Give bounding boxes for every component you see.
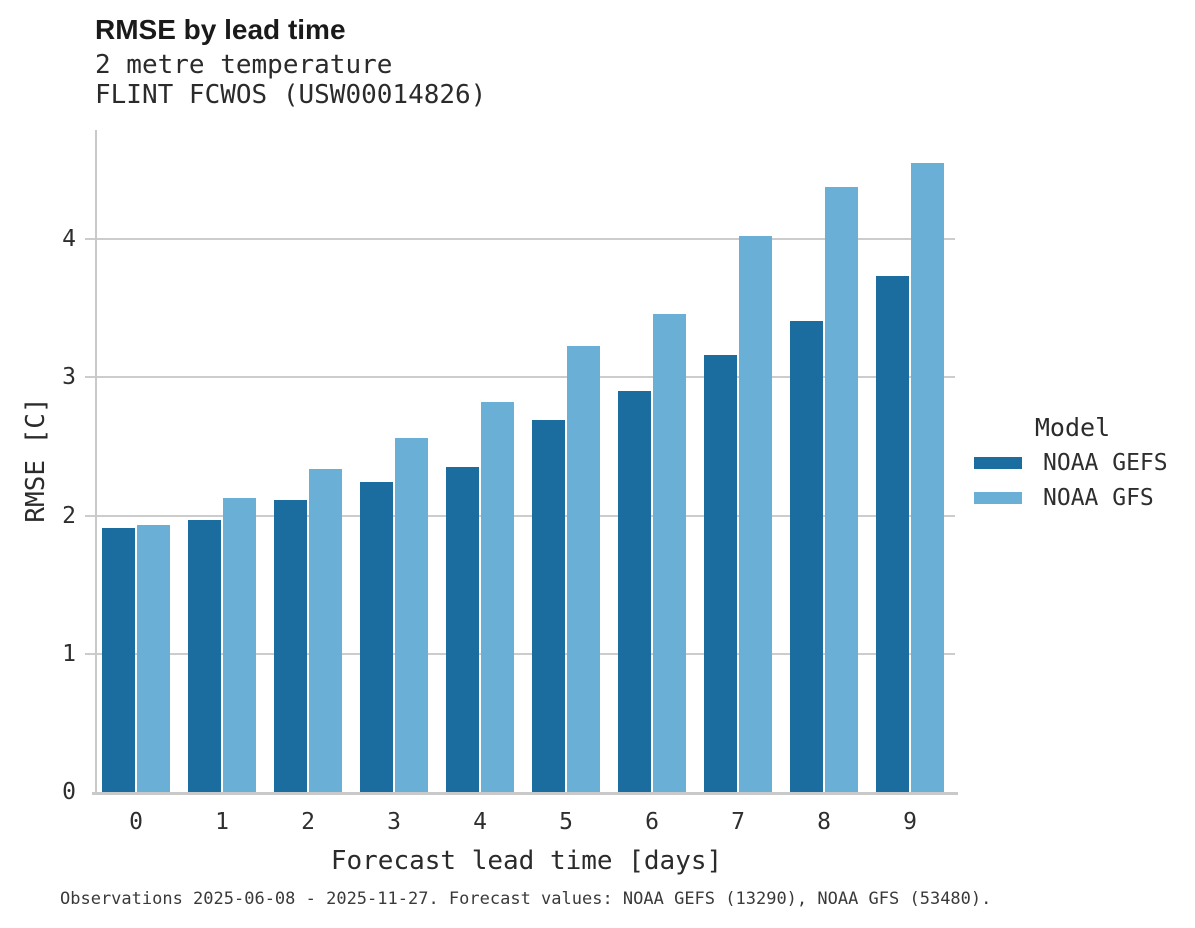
- bar-noaa-gfs-day-1: [223, 497, 256, 792]
- bar-noaa-gefs-day-1: [188, 519, 221, 792]
- x-tick-label-8: 8: [817, 809, 831, 835]
- y-tick-mark-2: [85, 514, 95, 517]
- bar-noaa-gfs-day-3: [395, 438, 428, 792]
- gridline-y-1: [95, 652, 955, 655]
- legend-title: Model: [1034, 413, 1111, 442]
- x-tick-label-2: 2: [301, 809, 315, 835]
- y-tick-label-4: 4: [62, 226, 76, 253]
- bar-noaa-gefs-day-6: [618, 391, 651, 792]
- y-tick-label-0: 0: [62, 779, 76, 805]
- legend-entries: NOAA GEFS NOAA GFS: [960, 445, 1185, 515]
- chart-subtitle-variable: 2 metre temperature: [95, 50, 393, 80]
- chart-title: RMSE by lead time: [95, 14, 346, 45]
- bar-noaa-gfs-day-4: [481, 402, 514, 792]
- bar-noaa-gefs-day-7: [704, 355, 737, 792]
- bar-noaa-gefs-day-9: [876, 276, 909, 792]
- x-tick-label-1: 1: [215, 809, 229, 835]
- legend-row-noaa-gfs: NOAA GFS: [974, 480, 1185, 515]
- gridline-y-4: [95, 238, 955, 241]
- y-tick-mark-1: [85, 652, 95, 655]
- y-tick-mark-3: [85, 376, 95, 379]
- bar-noaa-gefs-day-3: [360, 482, 393, 792]
- bar-noaa-gfs-day-9: [911, 163, 944, 792]
- y-tick-label-3: 3: [62, 364, 76, 391]
- y-axis-spine: [95, 130, 97, 795]
- legend-row-noaa-gefs: NOAA GEFS: [974, 445, 1185, 480]
- footer-note: Observations 2025-06-08 - 2025-11-27. Fo…: [60, 889, 992, 909]
- x-tick-label-5: 5: [559, 809, 573, 835]
- y-tick-label-1: 1: [62, 640, 76, 667]
- gridline-y-2: [95, 514, 955, 517]
- bar-noaa-gfs-day-0: [137, 525, 170, 792]
- bar-noaa-gefs-day-5: [532, 420, 565, 792]
- chart-subtitle-station: FLINT FCWOS (USW00014826): [95, 80, 487, 110]
- bar-noaa-gfs-day-2: [309, 468, 342, 792]
- legend-label-noaa-gefs: NOAA GEFS: [1043, 449, 1168, 476]
- bar-noaa-gfs-day-7: [739, 236, 772, 792]
- x-tick-label-9: 9: [903, 809, 917, 835]
- bar-noaa-gfs-day-8: [825, 186, 858, 792]
- legend-label-noaa-gfs: NOAA GFS: [1043, 484, 1154, 511]
- x-tick-label-4: 4: [473, 809, 487, 835]
- legend-swatch-noaa-gfs: [974, 491, 1022, 504]
- plot-area: [85, 130, 958, 795]
- y-tick-mark-4: [85, 238, 95, 241]
- x-tick-label-0: 0: [129, 809, 143, 835]
- x-tick-label-7: 7: [731, 809, 745, 835]
- x-axis-label: Forecast lead time [days]: [330, 846, 723, 876]
- legend-swatch-noaa-gefs: [974, 456, 1022, 469]
- legend: Model NOAA GEFS NOAA GFS: [960, 413, 1185, 515]
- bar-noaa-gfs-day-6: [653, 313, 686, 792]
- bar-noaa-gfs-day-5: [567, 345, 600, 792]
- gridline-y-3: [95, 376, 955, 379]
- x-tick-label-6: 6: [645, 809, 659, 835]
- bar-noaa-gefs-day-2: [274, 500, 307, 792]
- x-tick-label-3: 3: [387, 809, 401, 835]
- bar-noaa-gefs-day-8: [790, 320, 823, 792]
- x-axis-spine: [92, 792, 958, 795]
- bar-noaa-gefs-day-4: [446, 467, 479, 792]
- bar-noaa-gefs-day-0: [102, 528, 135, 792]
- y-tick-label-2: 2: [62, 502, 76, 529]
